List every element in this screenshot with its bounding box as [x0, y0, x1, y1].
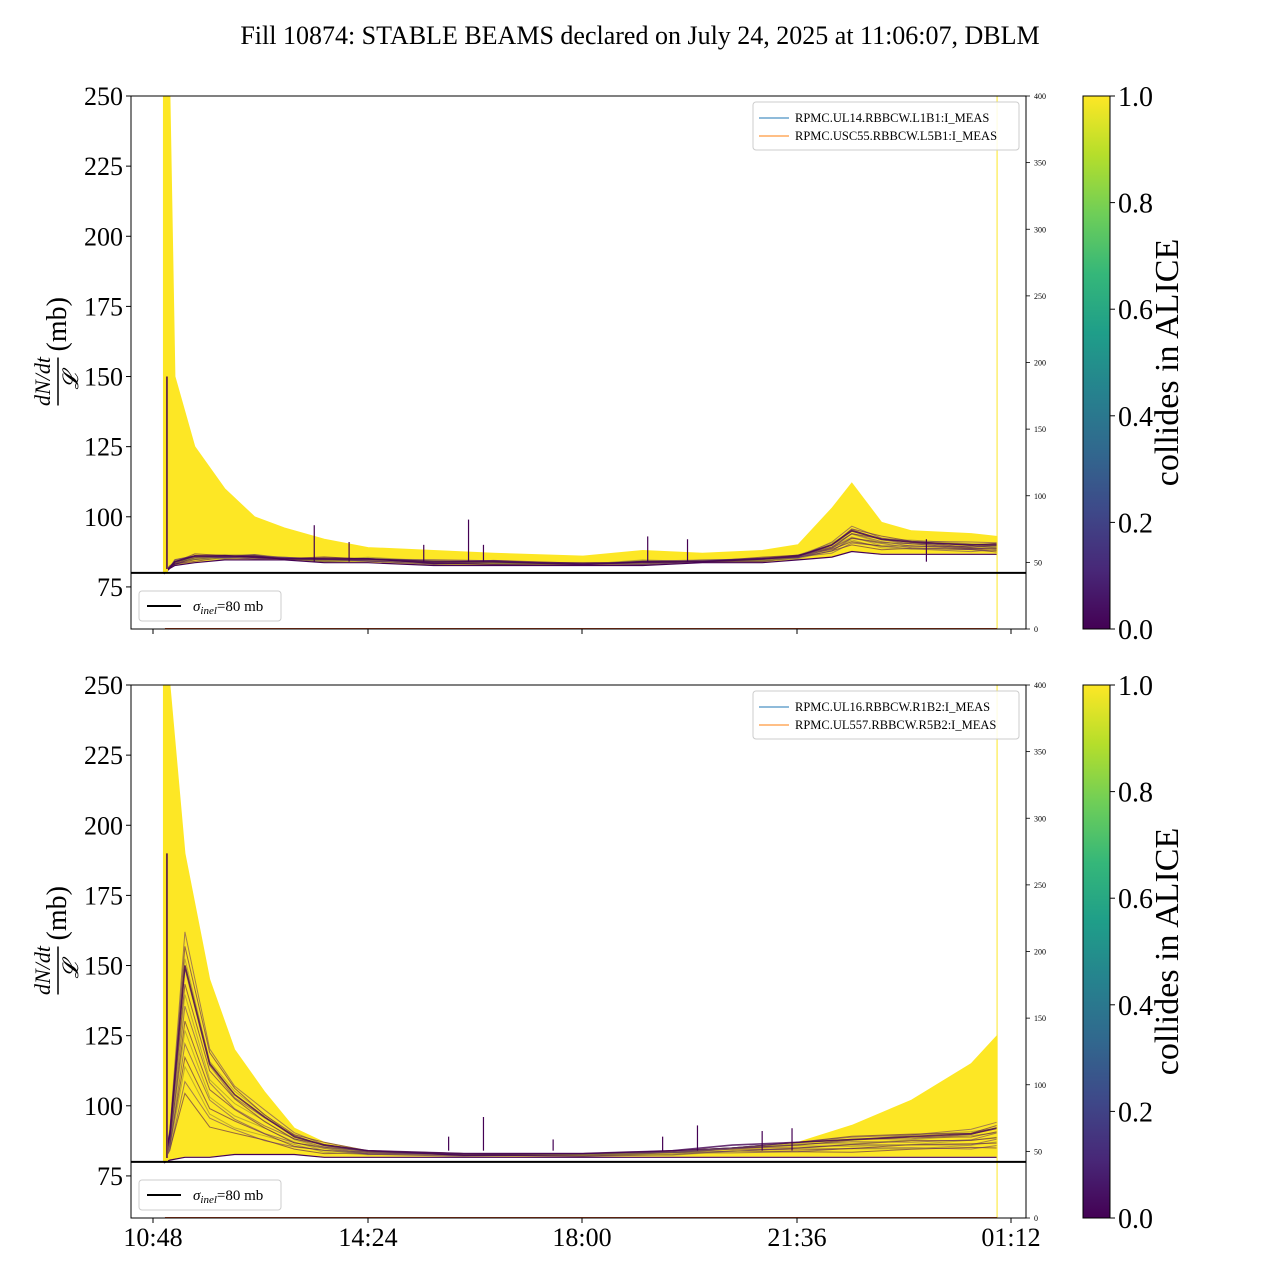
secondary-tick-label: 400: [1034, 681, 1046, 690]
legend-upper-label: RPMC.UL14.RBBCW.L1B1:I_MEAS: [795, 111, 989, 125]
secondary-tick-label: 150: [1034, 425, 1046, 434]
series-trace-dark: [163, 529, 998, 574]
secondary-tick-label: 0: [1034, 625, 1038, 634]
y-tick-label: 250: [84, 82, 123, 111]
colorbar-tick-label: 0.4: [1118, 402, 1153, 433]
colorbar: [1082, 95, 1111, 630]
y-tick-label: 75: [97, 1162, 123, 1191]
y-tick-label: 150: [84, 363, 123, 392]
series-trace-dark: [163, 965, 998, 1163]
secondary-tick-label: 50: [1034, 558, 1042, 567]
y-axis-label: dN/dt 𝓛(mb): [30, 886, 83, 995]
x-tick-label: 10:48: [123, 1223, 182, 1252]
legend-upper-label: RPMC.USC55.RBBCW.L5B1:I_MEAS: [795, 129, 997, 143]
secondary-tick-label: 50: [1034, 1147, 1042, 1156]
secondary-tick-label: 0: [1034, 1214, 1038, 1223]
colorbar-tick-label: 0.4: [1118, 991, 1153, 1022]
colorbar-label: collides in ALICE: [1149, 828, 1186, 1075]
legend-lower: σinel=80 mb: [138, 590, 282, 622]
colorbar-tick-label: 0.0: [1118, 615, 1153, 646]
legend-lower-label: σinel=80 mb: [193, 1188, 263, 1206]
y-tick-label: 225: [84, 741, 123, 770]
legend-upper-box: [752, 690, 1020, 740]
y-tick-label: 100: [84, 503, 123, 532]
panel-1: 75 100 125 150 175 200 225 250 0 50 100 150 200 250 30…: [30, 82, 1186, 646]
colorbar-tick-label: 0.6: [1118, 295, 1153, 326]
secondary-tick-label: 250: [1034, 881, 1046, 890]
y-axis-label-unit: (mb): [42, 886, 73, 940]
y-tick-label: 150: [84, 952, 123, 981]
colorbar-tick-label: 1.0: [1118, 82, 1153, 113]
colorbar-tick-label: 1.0: [1118, 671, 1153, 702]
y-tick-label: 225: [84, 152, 123, 181]
series-trace-lower: [163, 550, 998, 575]
x-tick-label: 14:24: [338, 1223, 397, 1252]
colorbar-tick-label: 0.6: [1118, 884, 1153, 915]
colorbar-tick-label: 0.2: [1118, 1097, 1153, 1128]
colorbar-label: collides in ALICE: [1149, 239, 1186, 486]
secondary-tick-label: 150: [1034, 1014, 1046, 1023]
x-tick-label: 18:00: [552, 1223, 611, 1252]
panels: 75 100 125 150 175 200 225 250 0 50 100 150 200 250 30…: [30, 82, 1186, 1252]
y-tick-label: 250: [84, 671, 123, 700]
legend-upper: RPMC.UL16.RBBCW.R1B2:I_MEAS RPMC.UL557.RB…: [752, 690, 1020, 740]
legend-lower-label: σinel=80 mb: [193, 599, 263, 617]
secondary-tick-label: 350: [1034, 159, 1046, 168]
y-tick-label: 200: [84, 811, 123, 840]
secondary-tick-label: 300: [1034, 225, 1046, 234]
y-tick-label: 175: [84, 292, 123, 321]
secondary-tick-label: 350: [1034, 748, 1046, 757]
series-initial-spike: [162, 96, 168, 573]
legend-lower: σinel=80 mb: [138, 1179, 282, 1211]
y-tick-label: 125: [84, 433, 123, 462]
legend-upper-label: RPMC.UL16.RBBCW.R1B2:I_MEAS: [795, 700, 990, 714]
colorbar-tick-label: 0.8: [1118, 189, 1153, 220]
y-tick-label: 75: [97, 573, 123, 602]
legend-lower-box: [138, 1179, 282, 1211]
y-axis-label-numerator: dN/dt: [30, 356, 55, 406]
legend-upper-label: RPMC.UL557.RBBCW.R5B2:I_MEAS: [795, 718, 996, 732]
colorbar-tick-label: 0.8: [1118, 778, 1153, 809]
secondary-tick-label: 100: [1034, 492, 1046, 501]
series-initial-spike: [162, 685, 168, 1162]
plot-area: [162, 96, 998, 629]
secondary-tick-label: 200: [1034, 359, 1046, 368]
plot-area: [162, 685, 998, 1218]
y-tick-label: 100: [84, 1092, 123, 1121]
y-tick-label: 175: [84, 881, 123, 910]
legend-upper-box: [752, 101, 1020, 151]
secondary-tick-label: 200: [1034, 948, 1046, 957]
series-trace-lower: [163, 1153, 998, 1164]
colorbar-tick-label: 0.2: [1118, 508, 1153, 539]
x-tick-label: 21:36: [767, 1223, 826, 1252]
y-tick-label: 125: [84, 1022, 123, 1051]
secondary-tick-label: 250: [1034, 292, 1046, 301]
legend-lower-box: [138, 590, 282, 622]
figure-title: Fill 10874: STABLE BEAMS declared on Jul…: [240, 21, 1039, 50]
colorbar: [1082, 684, 1111, 1219]
y-axis-label-numerator: dN/dt: [30, 945, 55, 995]
secondary-tick-label: 300: [1034, 814, 1046, 823]
colorbar-tick-label: 0.0: [1118, 1204, 1153, 1235]
x-tick-label: 01:12: [981, 1223, 1040, 1252]
series-trace: [163, 1042, 998, 1162]
secondary-tick-label: 400: [1034, 92, 1046, 101]
legend-upper: RPMC.UL14.RBBCW.L1B1:I_MEAS RPMC.USC55.RB…: [752, 101, 1020, 151]
y-tick-label: 200: [84, 222, 123, 251]
secondary-tick-label: 100: [1034, 1081, 1046, 1090]
y-axis-label-unit: (mb): [42, 297, 73, 351]
series-trace: [163, 1005, 998, 1163]
panel-2: 75 100 125 150 175 200 225 250 0 50 100 150 200 250 30…: [30, 671, 1186, 1252]
